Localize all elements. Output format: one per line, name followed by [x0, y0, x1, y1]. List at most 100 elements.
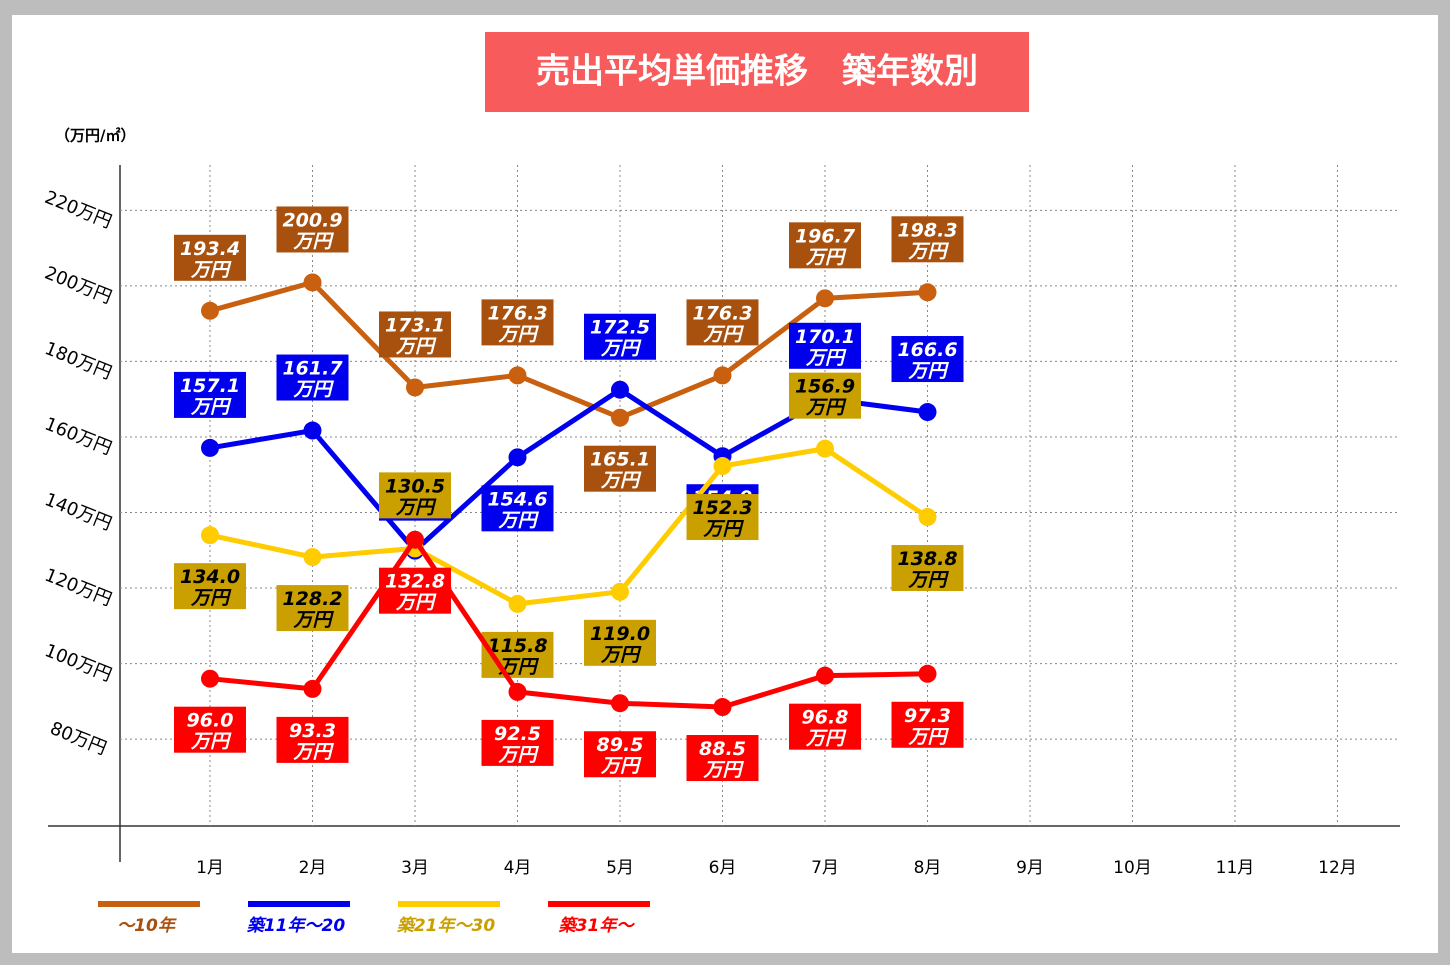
data-point	[508, 366, 527, 385]
data-label-line: 157.1	[180, 374, 240, 396]
data-label-line: 165.1	[590, 448, 650, 470]
x-tick-label: 6月	[709, 858, 737, 878]
data-label: 130.5 万円	[385, 475, 445, 518]
data-label: 92.5 万円	[494, 722, 541, 765]
data-label-line: 万円	[497, 743, 539, 765]
data-label: 97.3 万円	[904, 704, 951, 747]
data-label-box	[276, 206, 349, 253]
data-label-line: 130.5	[385, 475, 445, 497]
data-point	[303, 548, 322, 567]
data-label-box	[584, 313, 656, 360]
data-point	[406, 378, 424, 397]
data-point	[816, 666, 834, 685]
data-label-box	[276, 354, 349, 401]
data-label-line: 138.8	[897, 548, 957, 570]
series-line	[209, 535, 928, 710]
data-label-line: 万円	[292, 609, 334, 631]
data-label-line: 172.5	[590, 316, 650, 338]
data-label: 173.1 万円	[385, 314, 445, 357]
data-label-box	[686, 494, 759, 541]
data-point	[508, 448, 527, 467]
data-label: 138.8 万円	[897, 548, 957, 591]
data-label-line: 92.5	[494, 722, 541, 744]
data-label-line: 万円	[292, 740, 334, 762]
data-point	[611, 582, 629, 601]
data-label-line: 152.3	[692, 497, 752, 519]
data-label: 172.5 万円	[590, 316, 650, 359]
data-label-line: 万円	[907, 240, 949, 262]
data-label: 166.6 万円	[897, 339, 957, 382]
data-label-line: 170.1	[795, 325, 855, 347]
data-label: 170.1 万円	[795, 325, 855, 368]
data-point	[918, 508, 937, 527]
data-label-line: 万円	[292, 378, 334, 400]
data-label-line: 176.3	[487, 302, 547, 324]
data-point	[918, 283, 937, 302]
data-label-line: 115.8	[487, 634, 547, 656]
series-line	[209, 279, 928, 421]
data-label-line: 万円	[190, 258, 232, 280]
data-label-line: 132.8	[385, 570, 445, 592]
data-label: 119.0 万円	[590, 622, 650, 665]
data-label-line: 154.6	[487, 488, 547, 510]
data-label-line: 万円	[805, 396, 847, 418]
data-label-line: 134.0	[180, 566, 240, 588]
data-label-line: 196.7	[795, 225, 856, 247]
data-label: 200.9 万円	[282, 209, 342, 252]
data-label-box	[789, 703, 861, 750]
data-label: 196.7 万円	[795, 225, 856, 268]
data-label-box	[174, 371, 246, 418]
data-point	[918, 403, 937, 422]
data-label: 193.4 万円	[180, 237, 240, 280]
data-label-box	[584, 445, 656, 492]
x-tick-label: 11月	[1216, 858, 1255, 878]
data-label-line: 万円	[600, 337, 642, 359]
data-label-line: 198.3	[897, 219, 957, 241]
data-label: 156.9 万円	[795, 375, 855, 418]
data-label: 115.8 万円	[487, 634, 547, 677]
data-label: 152.3 万円	[692, 497, 752, 540]
data-label: 88.5 万円	[699, 738, 746, 781]
data-label-line: 万円	[190, 587, 232, 609]
data-label-box	[891, 336, 964, 383]
x-tick-label: 12月	[1318, 858, 1357, 878]
data-label-box	[584, 731, 656, 778]
data-label: 93.3 万円	[289, 719, 336, 762]
data-label-line: 万円	[600, 755, 642, 777]
y-axis-label: （万円/㎡）	[55, 127, 135, 145]
data-label: 132.8 万円	[385, 570, 445, 613]
data-label-line: 166.6	[897, 339, 957, 361]
data-label-line: 万円	[190, 730, 232, 752]
data-label: 161.7 万円	[282, 357, 343, 400]
data-label: 134.0 万円	[180, 566, 240, 609]
data-label-line: 万円	[702, 759, 744, 781]
data-label-line: 万円	[395, 335, 437, 357]
data-label-line: 88.5	[699, 738, 746, 760]
data-label-line: 万円	[907, 360, 949, 382]
data-label: 96.8 万円	[802, 706, 849, 749]
data-label-line: 200.9	[282, 209, 342, 231]
x-tick-label: 2月	[299, 858, 327, 878]
data-label-line: 万円	[395, 591, 437, 613]
data-label-line: 万円	[702, 323, 744, 345]
data-label-box	[481, 719, 554, 766]
data-point	[508, 594, 527, 613]
data-label-box	[481, 485, 554, 532]
data-point	[816, 439, 834, 458]
data-point	[713, 366, 732, 385]
data-point	[303, 421, 322, 440]
data-label-line: 156.9	[795, 375, 855, 397]
data-label-line: 万円	[805, 246, 847, 268]
series-line	[209, 446, 929, 607]
background	[12, 15, 1438, 953]
data-label-line: 万円	[395, 496, 437, 518]
x-tick-label: 4月	[504, 858, 532, 878]
data-point	[713, 698, 732, 717]
data-label-box	[379, 472, 451, 519]
data-label-box	[174, 706, 246, 753]
data-label-line: 96.8	[802, 706, 849, 728]
data-label-line: 193.4	[180, 237, 240, 259]
legend-label: 築11年～20	[247, 916, 345, 936]
data-label: 198.3 万円	[897, 219, 957, 262]
data-point	[303, 679, 322, 698]
